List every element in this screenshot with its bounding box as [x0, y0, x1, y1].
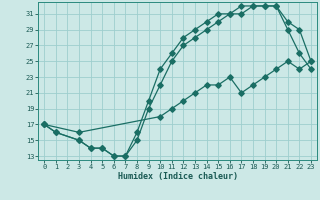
X-axis label: Humidex (Indice chaleur): Humidex (Indice chaleur) — [118, 172, 238, 181]
